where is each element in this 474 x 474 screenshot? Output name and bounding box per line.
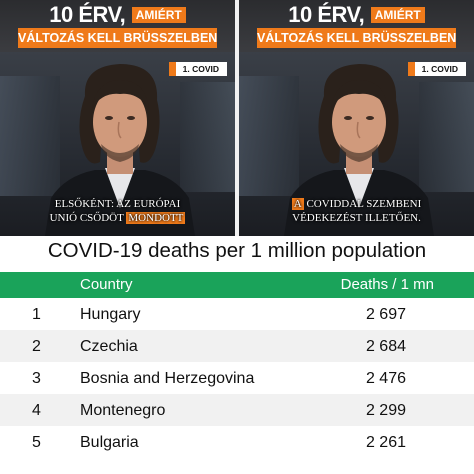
banner: 10 ÉRV, AMIÉRT VÁLTOZÁS KELL BRÜSSZELBEN xyxy=(239,0,474,52)
banner-highlight: AMIÉRT xyxy=(370,7,425,23)
banner-subtitle: VÁLTOZÁS KELL BRÜSSZELBEN xyxy=(18,28,217,48)
caption-highlight: A xyxy=(291,198,304,210)
speaker-photo xyxy=(284,64,434,236)
caption-text: VÉDEKEZÉST ILLETŐEN. xyxy=(292,212,421,224)
table-body: 1 Hungary 2 697 2 Czechia 2 684 3 Bosnia and He… xyxy=(0,298,474,458)
table-row: 3 Bosnia and Herzegovina 2 476 xyxy=(0,362,474,394)
country-cell: Hungary xyxy=(80,306,141,323)
caption-highlight: MONDOTT xyxy=(126,212,186,224)
country-cell: Bulgaria xyxy=(80,434,139,451)
banner-subtitle: VÁLTOZÁS KELL BRÜSSZELBEN xyxy=(257,28,456,48)
table-row: 4 Montenegro 2 299 xyxy=(0,394,474,426)
panel-divider xyxy=(235,0,239,236)
rank-cell: 2 xyxy=(32,338,41,355)
deaths-cell: 2 697 xyxy=(365,306,406,323)
caption-text: ELSŐKÉNT: AZ EURÓPAI xyxy=(54,198,181,210)
deaths-cell: 2 476 xyxy=(365,370,406,387)
table-header: Country Deaths / 1 mn xyxy=(0,272,474,298)
column-header-country: Country xyxy=(80,276,133,293)
banner-count: 10 ÉRV, xyxy=(49,2,126,27)
rank-cell: 5 xyxy=(32,434,41,451)
rank-cell: 3 xyxy=(32,370,41,387)
speaker-photo xyxy=(45,64,195,236)
caption-text: UNIÓ CSŐDÖT xyxy=(49,212,127,224)
table-row: 1 Hungary 2 697 xyxy=(0,298,474,330)
country-cell: Czechia xyxy=(80,338,138,355)
banner-count: 10 ÉRV, xyxy=(288,2,365,27)
topic-tag: 1. COVID xyxy=(168,62,227,76)
deaths-cell: 2 684 xyxy=(365,338,406,355)
caption: A COVIDDAL SZEMBENI VÉDEKEZÉST ILLETŐEN. xyxy=(239,197,474,225)
banner-headline: 10 ÉRV, AMIÉRT xyxy=(0,2,235,28)
table-row: 2 Czechia 2 684 xyxy=(0,330,474,362)
caption: ELSŐKÉNT: AZ EURÓPAI UNIÓ CSŐDÖT MONDOTT xyxy=(0,197,235,225)
video-panel-left: 10 ÉRV, AMIÉRT VÁLTOZÁS KELL BRÜSSZELBEN… xyxy=(0,0,235,236)
topic-tag: 1. COVID xyxy=(407,62,466,76)
table-title: COVID-19 deaths per 1 million population xyxy=(47,239,427,262)
column-header-deaths: Deaths / 1 mn xyxy=(340,276,434,293)
deaths-cell: 2 261 xyxy=(365,434,406,451)
country-cell: Montenegro xyxy=(80,402,166,419)
video-panel-right: 10 ÉRV, AMIÉRT VÁLTOZÁS KELL BRÜSSZELBEN… xyxy=(239,0,474,236)
video-stills: 10 ÉRV, AMIÉRT VÁLTOZÁS KELL BRÜSSZELBEN… xyxy=(0,0,474,236)
banner-headline: 10 ÉRV, AMIÉRT xyxy=(239,2,474,28)
caption-text: COVIDDAL SZEMBENI xyxy=(303,198,422,210)
deaths-cell: 2 299 xyxy=(365,402,406,419)
table-row: 5 Bulgaria 2 261 xyxy=(0,426,474,458)
country-cell: Bosnia and Herzegovina xyxy=(80,370,255,387)
rank-cell: 1 xyxy=(32,306,41,323)
banner-highlight: AMIÉRT xyxy=(131,7,186,23)
rank-cell: 4 xyxy=(32,402,41,419)
banner: 10 ÉRV, AMIÉRT VÁLTOZÁS KELL BRÜSSZELBEN xyxy=(0,0,235,52)
